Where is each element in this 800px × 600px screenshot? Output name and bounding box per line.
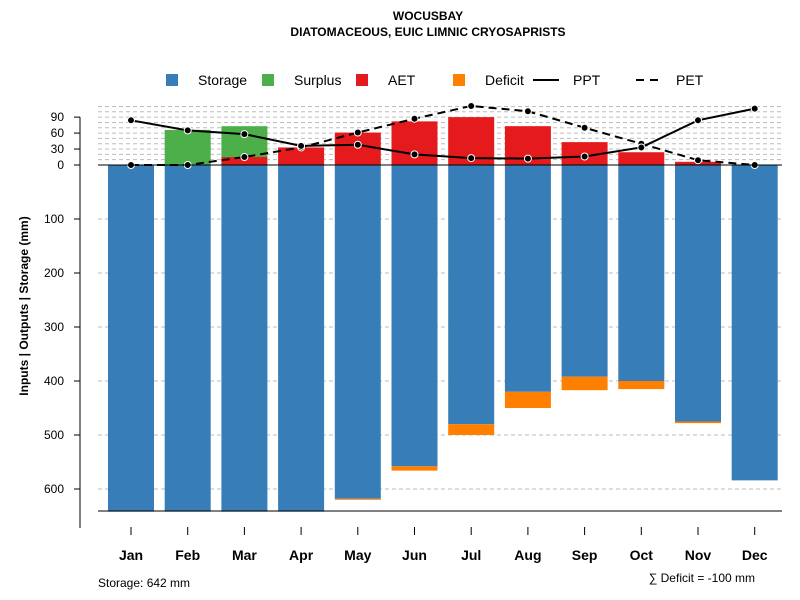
legend-label: Surplus: [294, 72, 341, 88]
deficit-bar: [504, 391, 551, 408]
ppt-point: [127, 116, 135, 125]
x-tick-label: Jan: [119, 547, 143, 563]
x-tick-label: Apr: [289, 547, 314, 563]
pet-point: [353, 128, 362, 137]
gridlines: [98, 105, 782, 490]
y-tick-label: 100: [44, 212, 64, 226]
storage-bar: [108, 165, 154, 512]
ppt-point: [694, 116, 702, 125]
pet-line: [131, 104, 755, 166]
pet-point: [240, 153, 249, 162]
storage-bar: [731, 165, 778, 481]
storage-bar: [448, 165, 495, 425]
x-tick-label: Nov: [685, 547, 712, 563]
ppt-point: [297, 141, 306, 150]
storage-bar: [278, 165, 325, 512]
surplus-bar: [164, 129, 211, 165]
y-tick-label: 400: [44, 374, 64, 388]
ppt-point: [410, 150, 419, 159]
storage-bar: [221, 165, 268, 512]
storage-bar: [334, 165, 381, 499]
pet-point: [467, 101, 476, 110]
y-tick-label: 90: [51, 110, 65, 124]
storage-bar: [675, 165, 721, 422]
y-tick-label: 500: [44, 428, 64, 442]
chart-title: WOCUSBAY: [393, 9, 463, 23]
legend-swatch: [453, 74, 465, 86]
pet-point: [410, 114, 419, 123]
x-tick-label: Mar: [232, 547, 257, 563]
y-tick-label: 60: [51, 126, 65, 140]
deficit-note: ∑ Deficit = -100 mm: [649, 571, 755, 585]
lines: [127, 101, 759, 169]
pet-point: [580, 123, 589, 132]
legend-label: PPT: [573, 72, 601, 88]
x-tick-label: Feb: [175, 547, 200, 563]
deficit-bar: [618, 381, 665, 390]
storage-bar: [504, 165, 551, 392]
deficit-bar: [561, 376, 608, 391]
ppt-point: [240, 130, 249, 139]
ppt-point: [523, 154, 532, 163]
x-tick-label: Aug: [514, 547, 541, 563]
ppt-point: [183, 126, 192, 135]
chart-subtitle: DIATOMACEOUS, EUIC LIMNIC CRYOSAPRISTS: [290, 25, 565, 39]
y-tick-label: 0: [57, 158, 64, 172]
y-tick-label: 600: [44, 482, 64, 496]
ppt-point: [637, 143, 646, 152]
legend-swatch: [262, 74, 274, 86]
storage-bar: [561, 165, 608, 377]
ppt-point: [580, 152, 589, 161]
pet-point: [523, 107, 532, 116]
deficit-bar: [675, 421, 721, 424]
storage-note: Storage: 642 mm: [98, 576, 190, 590]
legend-label: PET: [676, 72, 704, 88]
storage-bar: [164, 165, 211, 512]
y-tick-label: 30: [51, 142, 65, 156]
x-tick-label: Sep: [572, 547, 598, 563]
ppt-point: [353, 140, 362, 149]
deficit-bar: [334, 498, 381, 500]
storage-bar: [618, 165, 665, 381]
deficit-bar: [448, 424, 495, 435]
ppt-point: [750, 104, 759, 113]
deficit-bar: [391, 466, 438, 471]
legend: Storage Surplus AET Deficit PPT PET: [166, 72, 704, 88]
ppt-line: [130, 107, 755, 160]
y-axis-label: Inputs | Outputs | Storage (mm): [17, 216, 31, 395]
legend-label: Storage: [198, 72, 247, 88]
legend-label: Deficit: [485, 72, 524, 88]
legend-swatch: [166, 74, 178, 86]
y-tick-label: 300: [44, 320, 64, 334]
x-tick-label: Oct: [630, 547, 654, 563]
legend-label: AET: [388, 72, 416, 88]
ppt-point: [467, 154, 476, 163]
x-tick-label: May: [344, 547, 371, 563]
aet-bar: [618, 152, 665, 165]
x-tick-label: Dec: [742, 547, 768, 563]
y-tick-label: 200: [44, 266, 64, 280]
storage-bar: [391, 165, 438, 467]
aet-bar: [278, 147, 325, 165]
x-tick-label: Jul: [461, 547, 481, 563]
legend-swatch: [356, 74, 368, 86]
bars: [108, 117, 778, 512]
aet-bar: [391, 121, 438, 165]
pet-point: [694, 156, 702, 165]
x-tick-label: Jun: [402, 547, 427, 563]
